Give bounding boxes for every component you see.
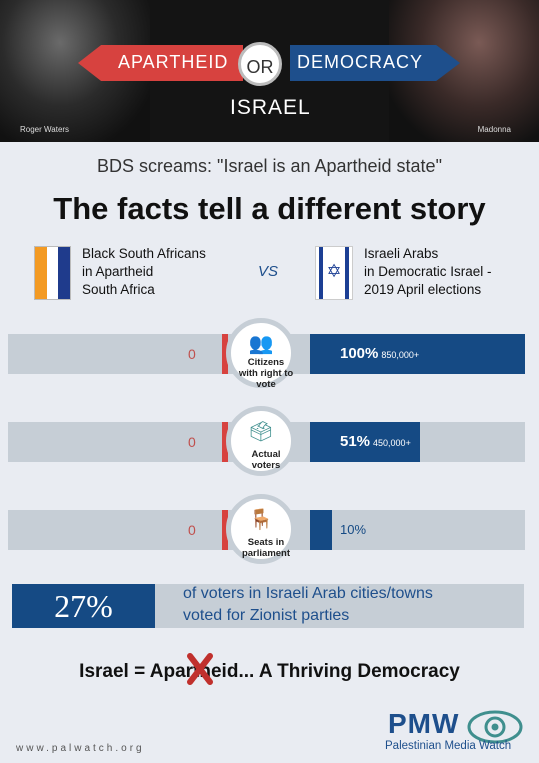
- red-cross-icon: [187, 653, 213, 685]
- eye-logo-icon: [467, 710, 523, 744]
- seats-israel-bar: [310, 510, 332, 550]
- people-icon: 👥: [248, 333, 274, 355]
- header-banner: Roger Waters Madonna APARTHEID DEMOCRACY…: [0, 0, 539, 142]
- south-africa-line-3: South Africa: [82, 282, 155, 297]
- seats-south-africa-value: 0: [188, 522, 196, 538]
- zionist-vote-line-1: of voters in Israeli Arab cities/towns: [183, 585, 433, 602]
- ballot-box-icon: 🗳: [248, 421, 274, 443]
- apartheid-label: APARTHEID: [118, 52, 229, 72]
- seats-south-africa-bar: [222, 510, 228, 550]
- israel-label: ISRAEL: [230, 96, 311, 119]
- citizens-label: Citizens with right to vote: [238, 357, 294, 390]
- voters-label: Actual voters: [251, 449, 281, 471]
- citizens-south-africa-value: 0: [188, 346, 196, 362]
- zionist-vote-percent: 27%: [12, 584, 155, 628]
- chair-icon: 🪑: [248, 509, 274, 531]
- voters-israel-value: 51% 450,000+: [340, 433, 411, 450]
- photo-caption-right: Madonna: [477, 125, 511, 134]
- headline: The facts tell a different story: [53, 191, 486, 226]
- citizens-israel-bar: [310, 334, 525, 374]
- voters-israel-bar: [310, 422, 420, 462]
- voters-circle: 🗳 Actual voters: [226, 406, 296, 476]
- israel-line-3: 2019 April elections: [364, 282, 482, 297]
- israel-line-1: Israeli Arabs: [364, 246, 439, 261]
- seats-israel-value: 10%: [340, 522, 367, 537]
- photo-caption-left: Roger Waters: [20, 125, 70, 134]
- or-badge: OR: [238, 42, 282, 86]
- apartheid-ribbon: [78, 45, 243, 81]
- seats-label: Seats in parliament: [241, 537, 291, 559]
- versus-label: VS: [258, 263, 279, 280]
- pmw-logo-subtitle: Palestinian Media Watch: [385, 740, 512, 752]
- seats-circle: 🪑 Seats in parliament: [226, 494, 296, 564]
- citizens-israel-value: 100% 850,000+: [340, 345, 420, 362]
- south-africa-flag-icon: [34, 246, 71, 300]
- democracy-label: DEMOCRACY: [297, 52, 424, 72]
- website-url[interactable]: www.palwatch.org: [16, 743, 145, 754]
- voters-south-africa-bar: [222, 422, 228, 462]
- conclusion: Israel = Apartheid... A Thriving Democra…: [79, 661, 460, 682]
- israel-line-2: in Democratic Israel -: [364, 264, 492, 279]
- israel-flag-icon: ✡: [315, 246, 353, 300]
- zionist-vote-line-2: voted for Zionist parties: [183, 607, 350, 624]
- citizens-south-africa-bar: [222, 334, 228, 374]
- democracy-ribbon: [290, 45, 460, 81]
- pmw-logo: PMW: [388, 708, 460, 739]
- south-africa-line-2: in Apartheid: [82, 264, 154, 279]
- voters-south-africa-value: 0: [188, 434, 196, 450]
- bds-claim: BDS screams: "Israel is an Apartheid sta…: [97, 156, 442, 176]
- south-africa-line-1: Black South Africans: [82, 246, 206, 261]
- citizens-circle: 👥 Citizens with right to vote: [226, 318, 296, 390]
